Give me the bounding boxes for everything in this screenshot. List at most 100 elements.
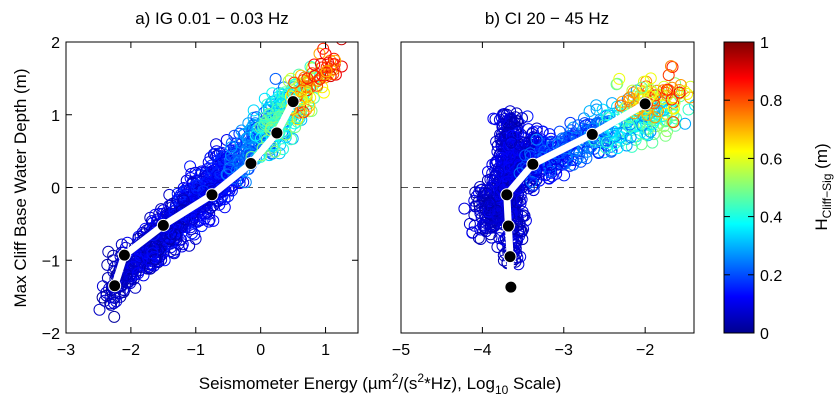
panel-a-data-point — [228, 129, 241, 142]
panel-a-data-point — [210, 138, 223, 151]
panel-b-data-point — [495, 128, 508, 141]
panel-a-mean-point — [205, 188, 219, 202]
panel-b-data-point — [493, 113, 506, 126]
panel-a-data-point — [168, 247, 181, 260]
panel-b-data-point — [559, 155, 572, 168]
panel-b-data-point — [682, 103, 694, 116]
panel-b-data-point — [543, 128, 556, 141]
colorbar-label-main: H — [812, 218, 831, 230]
panel-a-x-tick-label: 1 — [321, 342, 330, 359]
panel-b-data-point — [614, 99, 627, 112]
panel-b-data-point — [510, 115, 523, 128]
colorbar-label-unit: (m) — [812, 143, 831, 173]
panel-b-mean-point — [501, 219, 515, 233]
panel-b-data-point — [599, 141, 612, 154]
panel-b-data-point — [544, 165, 557, 178]
panel-b-data-point — [666, 61, 679, 73]
panel-a-data-point — [212, 169, 225, 182]
panel-b-data-point — [624, 120, 637, 133]
panel-a-data-point — [190, 182, 203, 195]
panel-a-y-tick-label: 2 — [51, 35, 60, 52]
panel-b-data-point — [498, 130, 511, 143]
x-axis-label-sub: 10 — [495, 383, 509, 397]
panel-b-data-point — [665, 93, 678, 106]
panel-b-data-point — [652, 105, 665, 117]
panel-b-data-point — [545, 135, 558, 148]
panel-b-data-point — [644, 125, 657, 138]
panel-b-data-point — [668, 96, 681, 109]
colorbar-tick-label: 0.8 — [760, 93, 782, 110]
panel-a-x-tick-label: −2 — [122, 342, 140, 359]
panel-a-data-point — [104, 297, 117, 310]
x-axis-label-sup2: 2 — [417, 371, 424, 385]
panel-a-data-point — [247, 104, 260, 117]
panel-a-y-tick-label: 0 — [51, 181, 60, 198]
panel-a-data-point — [320, 61, 333, 74]
panel-b-data-point — [491, 241, 504, 253]
panel-b-data-point — [613, 72, 626, 85]
panel-b-x-tick-label: −2 — [636, 342, 654, 359]
colorbar-tick-label: 1 — [760, 35, 769, 52]
panel-a-data-point — [317, 42, 330, 55]
colorbar: 0 0.2 0.4 0.6 0.8 1 HCliff−Sig (m) — [723, 35, 834, 343]
panel-b-data-point — [476, 202, 489, 214]
panel-a-data-point — [317, 86, 330, 99]
panel-b-data-point — [525, 175, 538, 188]
panel-a-mean-point — [270, 126, 284, 140]
panel-b-data-point — [505, 136, 518, 149]
panel-a-title: a) IG 0.01 − 0.03 Hz — [135, 9, 289, 28]
panel-a-data-point — [292, 111, 305, 123]
panel-b-data-point — [623, 91, 636, 104]
panel-b-data-point — [530, 133, 543, 146]
panel-b-data-point — [644, 72, 657, 85]
panel-a-data-point — [229, 155, 241, 167]
panel-a-data-point — [189, 232, 202, 245]
panel-b-data-point — [532, 135, 545, 148]
panel-b-data-point — [486, 167, 499, 180]
panel-b-data-point — [667, 116, 680, 129]
panel-b-data-point — [665, 60, 677, 73]
panel-a-data-point — [108, 310, 121, 323]
x-axis-label-tail: *Hz), Log — [424, 374, 495, 393]
panel-b-mean-point — [500, 188, 514, 202]
panel-b-data-point — [491, 155, 504, 168]
panel-a-y-tick-label: −2 — [42, 326, 60, 343]
panel-b-data-point — [689, 99, 694, 111]
panel-b-data-point — [611, 77, 624, 90]
panel-a-data-point — [269, 145, 282, 158]
panel-b-data-point — [479, 194, 492, 206]
panel-a-binned-mean — [108, 95, 300, 293]
panel-a-data-point — [327, 68, 340, 81]
panel-b-data-point — [521, 110, 534, 123]
panel-a-x-tick-label: −3 — [57, 342, 75, 359]
x-axis-label: Seismometer Energy (µm2/(s2*Hz), Log10 S… — [199, 371, 562, 397]
panel-a-data-point — [176, 218, 189, 231]
panel-b-data-point — [472, 231, 485, 244]
panel-b-data-point — [574, 155, 587, 168]
panel-b-data-point — [646, 86, 659, 99]
panel-a-data-point — [262, 104, 275, 116]
panel-a-mean-point — [117, 248, 131, 262]
panel-b-data-point — [673, 86, 686, 99]
y-axis-label: Max Cliff Base Water Depth (m) — [11, 68, 30, 307]
panel-a-data-point — [110, 295, 123, 308]
panel-a-data-point — [288, 76, 301, 89]
panel-a-data-point — [142, 253, 155, 266]
panel-a-data-point — [329, 54, 342, 67]
panel-a-data-point — [239, 176, 252, 189]
panel-a-data-point — [305, 105, 318, 117]
panel-a-data-point — [257, 119, 270, 132]
x-axis-label-end: Scale) — [508, 374, 561, 393]
panel-b-x-tick-label: −5 — [392, 342, 410, 359]
panel-a-data-point — [225, 141, 238, 154]
panel-b: b) CI 20 − 45 Hz −5 −4 −3 −2 — [392, 9, 695, 359]
panel-b-data-point — [486, 191, 499, 204]
panel-b-x-tick-label: −3 — [555, 342, 573, 359]
colorbar-tick-label: 0.6 — [760, 151, 782, 168]
panel-b-data-point — [503, 151, 516, 164]
panel-b-data-point — [648, 111, 661, 124]
panel-b-axes-box — [400, 41, 695, 334]
panel-b-data-point — [679, 117, 692, 130]
panel-a-data-point — [269, 72, 282, 85]
panel-b-data-point — [512, 127, 525, 140]
